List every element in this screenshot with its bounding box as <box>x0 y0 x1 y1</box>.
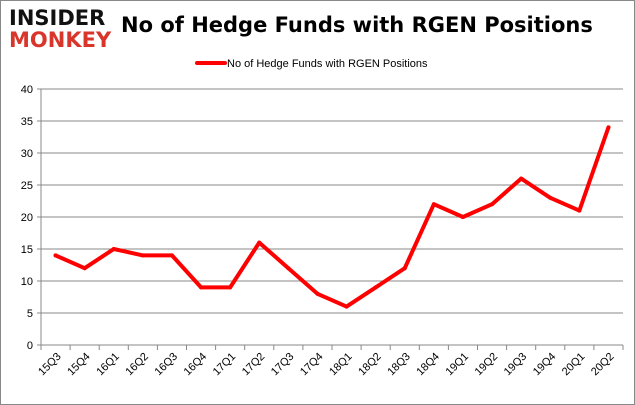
data-point <box>577 208 582 213</box>
data-point <box>53 253 58 258</box>
data-point <box>460 215 465 219</box>
data-point <box>140 253 145 258</box>
x-tick-label: 17Q2 <box>240 351 268 379</box>
y-tick-label: 20 <box>21 212 33 224</box>
x-tick-label: 15Q4 <box>65 351 93 379</box>
data-point <box>490 202 495 207</box>
y-tick-label: 40 <box>21 84 33 96</box>
x-tick-label: 17Q4 <box>298 351 326 379</box>
data-point <box>431 202 436 207</box>
y-tick-label: 35 <box>21 116 33 128</box>
y-tick-label: 15 <box>21 244 33 256</box>
data-point <box>519 176 524 181</box>
x-tick-label: 18Q2 <box>356 351 384 379</box>
x-tick-label: 18Q3 <box>385 351 413 379</box>
x-tick-label: 16Q3 <box>153 351 181 379</box>
y-tick-label: 10 <box>21 276 33 288</box>
x-tick-label: 20Q2 <box>589 351 617 379</box>
data-point <box>315 291 320 296</box>
data-point <box>82 266 87 271</box>
y-tick-label: 0 <box>27 340 33 352</box>
legend-label: No of Hedge Funds with RGEN Positions <box>227 58 428 70</box>
insider-monkey-logo: INSIDER MONKEY <box>9 7 111 51</box>
data-point <box>606 125 611 130</box>
data-point <box>373 285 378 290</box>
y-tick-label: 25 <box>21 180 33 192</box>
x-tick-label: 16Q2 <box>123 351 151 379</box>
x-tick-label: 19Q4 <box>531 351 559 379</box>
x-tick-label: 16Q4 <box>182 351 210 379</box>
series-line <box>53 125 611 309</box>
x-tick-label: 19Q3 <box>502 351 530 379</box>
x-tick-label: 18Q4 <box>414 351 442 379</box>
x-tick-label: 19Q1 <box>444 351 472 379</box>
data-point <box>286 266 291 271</box>
y-tick-label: 30 <box>21 148 33 160</box>
chart-title: No of Hedge Funds with RGEN Positions <box>121 13 593 37</box>
x-tick-label: 20Q1 <box>560 351 588 379</box>
y-tick-label: 5 <box>27 308 33 320</box>
x-tick-label: 17Q3 <box>269 351 297 379</box>
x-tick-label: 18Q1 <box>327 351 355 379</box>
x-tick-label: 16Q1 <box>94 351 122 379</box>
data-point <box>344 304 349 309</box>
data-point <box>169 253 174 258</box>
data-point <box>257 240 262 245</box>
logo-line2: MONKEY <box>9 28 112 52</box>
data-point <box>199 285 204 290</box>
x-tick-label: 15Q3 <box>36 351 64 379</box>
data-point <box>111 247 116 251</box>
x-tick-label: 19Q2 <box>473 351 501 379</box>
data-point <box>548 195 553 200</box>
x-tick-label: 17Q1 <box>211 351 239 379</box>
logo-line1: INSIDER <box>9 6 106 30</box>
data-point <box>228 285 233 290</box>
data-point <box>402 266 407 271</box>
